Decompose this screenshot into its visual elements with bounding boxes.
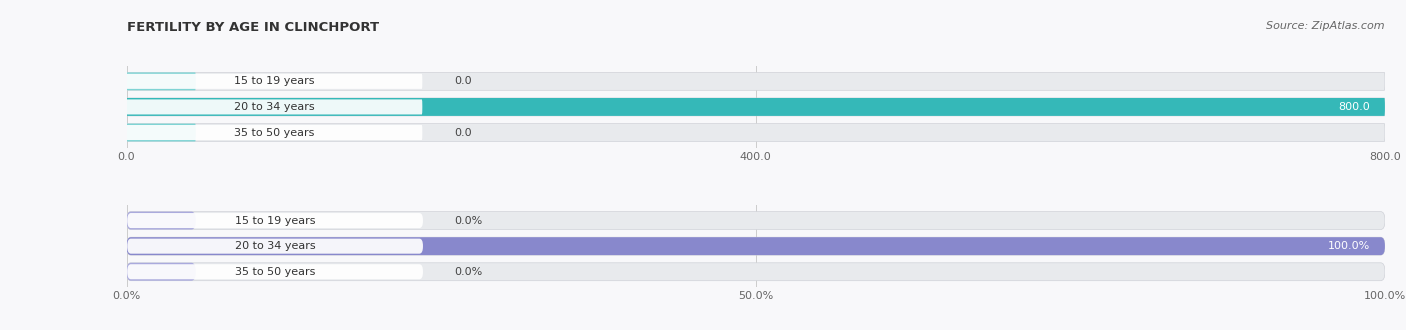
FancyBboxPatch shape (127, 99, 422, 115)
FancyBboxPatch shape (127, 72, 195, 90)
Text: 35 to 50 years: 35 to 50 years (235, 267, 315, 277)
FancyBboxPatch shape (127, 212, 1385, 230)
FancyBboxPatch shape (127, 237, 1385, 255)
Text: 20 to 34 years: 20 to 34 years (235, 241, 315, 251)
FancyBboxPatch shape (127, 123, 1385, 142)
Text: 0.0: 0.0 (454, 127, 471, 138)
FancyBboxPatch shape (127, 263, 195, 281)
Text: 100.0%: 100.0% (1327, 241, 1369, 251)
FancyBboxPatch shape (127, 98, 1385, 116)
FancyBboxPatch shape (127, 123, 195, 142)
Text: Source: ZipAtlas.com: Source: ZipAtlas.com (1267, 21, 1385, 31)
FancyBboxPatch shape (128, 239, 423, 254)
Text: 20 to 34 years: 20 to 34 years (235, 102, 315, 112)
FancyBboxPatch shape (128, 213, 423, 228)
Text: 0.0%: 0.0% (454, 267, 482, 277)
Text: 15 to 19 years: 15 to 19 years (235, 76, 315, 86)
FancyBboxPatch shape (127, 263, 1385, 281)
FancyBboxPatch shape (127, 72, 1385, 90)
Text: 0.0: 0.0 (454, 76, 471, 86)
Text: FERTILITY BY AGE IN CLINCHPORT: FERTILITY BY AGE IN CLINCHPORT (127, 21, 378, 34)
FancyBboxPatch shape (127, 98, 1385, 116)
FancyBboxPatch shape (127, 74, 422, 89)
Text: 800.0: 800.0 (1339, 102, 1369, 112)
Text: 0.0%: 0.0% (454, 215, 482, 226)
Text: 35 to 50 years: 35 to 50 years (235, 127, 315, 138)
FancyBboxPatch shape (128, 264, 423, 279)
FancyBboxPatch shape (127, 237, 1385, 255)
Text: 15 to 19 years: 15 to 19 years (235, 215, 315, 226)
FancyBboxPatch shape (127, 125, 422, 140)
FancyBboxPatch shape (127, 212, 195, 230)
